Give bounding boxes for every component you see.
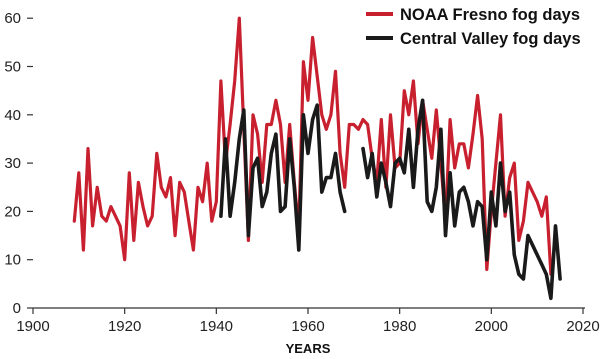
y-tick-label: 60 bbox=[4, 10, 21, 27]
y-tick-label: 0 bbox=[13, 300, 21, 317]
x-axis-ticks: 1900 1920 1940 1960 1980 2000 2020 bbox=[16, 308, 600, 335]
series-layer bbox=[72, 16, 562, 301]
x-tick-label: 1920 bbox=[108, 318, 141, 335]
x-tick-label: 1900 bbox=[16, 318, 49, 335]
y-tick-label: 20 bbox=[4, 203, 21, 220]
y-tick-label: 30 bbox=[4, 155, 21, 172]
x-tick-label: 1940 bbox=[200, 318, 233, 335]
x-tick-label: 1960 bbox=[291, 318, 324, 335]
x-tick-label: 2020 bbox=[566, 318, 599, 335]
x-tick-label: 1980 bbox=[383, 318, 416, 335]
noaa-fresno-fog-days-line bbox=[72, 16, 553, 276]
x-axis-title: YEARS bbox=[286, 341, 331, 356]
y-axis-ticks: 0 10 20 30 40 50 60 bbox=[4, 10, 33, 317]
y-tick-label: 10 bbox=[4, 252, 21, 269]
central-valley-fog-days-legend-label: Central Valley fog days bbox=[400, 30, 581, 48]
y-tick-label: 50 bbox=[4, 59, 21, 76]
central-valley-fog-days-line bbox=[219, 103, 347, 252]
y-tick-label: 40 bbox=[4, 107, 21, 124]
x-tick-label: 2000 bbox=[475, 318, 508, 335]
noaa-fresno-fog-days-legend-label: NOAA Fresno fog days bbox=[400, 6, 580, 24]
legend: NOAA Fresno fog days Central Valley fog d… bbox=[366, 6, 581, 48]
central-valley-fog-days-line bbox=[361, 98, 562, 301]
